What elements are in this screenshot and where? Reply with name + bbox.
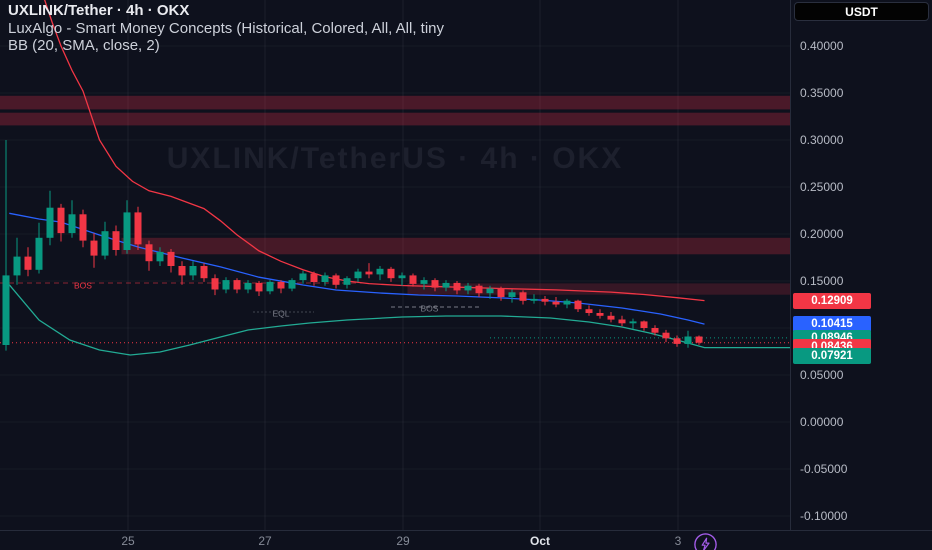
price-tick-label: 0.00000 [800, 415, 844, 429]
chart-canvas[interactable]: UXLINK/TetherUS · 4h · OKX BOS EQL BOS UXL… [0, 0, 790, 550]
price-tick-label: 0.05000 [800, 368, 844, 382]
svg-text:EQL: EQL [272, 308, 289, 318]
svg-text:BOS: BOS [421, 304, 439, 314]
price-badge: 0.12909 [793, 293, 871, 309]
price-chart[interactable]: BOS EQL BOS [0, 0, 790, 530]
lightning-icon [694, 533, 717, 550]
price-tick-label: 0.15000 [800, 274, 844, 288]
price-tick-label: 0.20000 [800, 227, 844, 241]
svg-text:BOS: BOS [74, 281, 92, 291]
time-axis-label: Oct [529, 534, 551, 548]
time-axis-label: 25 [121, 534, 135, 548]
currency-toggle-button[interactable]: USDT [794, 2, 929, 21]
quick-trade-button[interactable] [693, 532, 718, 550]
chart-legend: UXLINK/Tether · 4h · OKX LuxAlgo - Smart… [8, 2, 786, 54]
symbol-title[interactable]: UXLINK/Tether · 4h · OKX [8, 2, 190, 19]
indicator-bb-title[interactable]: BB (20, SMA, close, 2) [8, 37, 160, 54]
price-tick-label: -0.05000 [800, 462, 848, 476]
time-axis-label: 27 [258, 534, 272, 548]
time-axis-label: 3 [674, 534, 682, 548]
price-badge: 0.10415 [793, 316, 871, 332]
price-tick-label: 0.30000 [800, 133, 844, 147]
time-axis[interactable]: 25 27 29 Oct 3 [0, 530, 932, 550]
price-tick-label: 0.25000 [800, 180, 844, 194]
price-axis[interactable]: USDT 0.40000 0.35000 0.30000 0.25000 0.20000… [790, 0, 932, 550]
price-tick-label: -0.10000 [800, 509, 848, 523]
indicator-smc-title[interactable]: LuxAlgo - Smart Money Concepts (Historic… [8, 20, 445, 37]
time-axis-label: 29 [396, 534, 410, 548]
price-tick-label: 0.35000 [800, 86, 844, 100]
price-badge: 0.07921 [793, 348, 871, 364]
price-tick-label: 0.40000 [800, 39, 844, 53]
